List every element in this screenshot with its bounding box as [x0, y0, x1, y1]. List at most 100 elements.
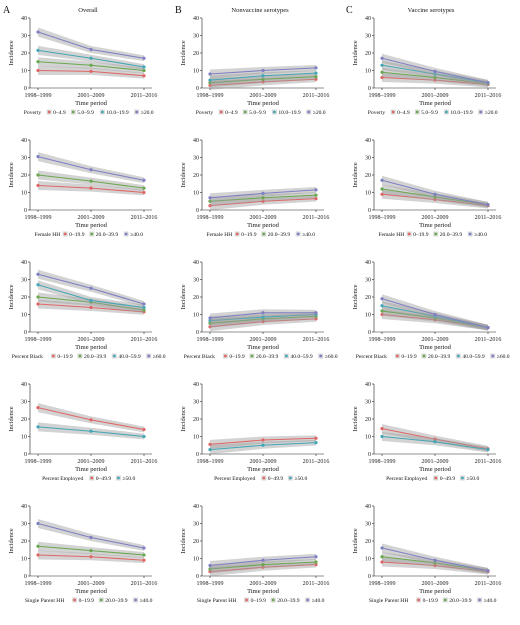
y-tick-label: 20 [365, 51, 371, 57]
data-point [380, 304, 384, 308]
data-point [36, 406, 40, 410]
data-point [433, 558, 437, 562]
data-point [261, 80, 265, 84]
x-tick-label: 2001–2009 [422, 459, 449, 465]
y-tick-label: 20 [21, 173, 27, 179]
legend-item-label: ≥40.0 [474, 232, 487, 238]
legend-item-label: 0–4.9 [225, 110, 238, 116]
data-point [314, 560, 318, 564]
data-point [380, 178, 384, 182]
x-tick-label: 1998–1999 [369, 459, 396, 465]
data-point [89, 168, 93, 172]
x-axis-title: Time period [247, 100, 279, 107]
data-point [261, 68, 265, 73]
data-point [433, 192, 437, 196]
x-tick-label: 2001–2009 [250, 459, 277, 465]
x-tick-label: 2011–2016 [475, 93, 502, 99]
x-axis-title: Time period [419, 588, 451, 595]
y-tick-label: 30 [193, 34, 199, 40]
x-tick-label: 1998–1999 [25, 459, 52, 465]
data-point [261, 74, 265, 78]
legend-key-dot [90, 232, 94, 236]
legend-title: Female HH [206, 232, 232, 238]
legend-item-label: ≥50.0 [122, 476, 135, 482]
x-tick-label: 2011–2016 [131, 93, 158, 99]
x-tick-label: 2011–2016 [303, 581, 330, 587]
legend-key-dot [147, 354, 151, 358]
x-tick-label: 2011–2016 [131, 459, 158, 465]
legend-item-label: 0–19.9 [57, 354, 73, 360]
data-point [433, 437, 437, 441]
data-point [314, 193, 318, 197]
legend-key-dot [434, 476, 438, 480]
legend-item-label: 5.0–9.9 [421, 110, 438, 116]
legend-key-dot [124, 232, 128, 236]
data-point [208, 196, 212, 200]
legend-item-label: 20.0–39.9 [428, 354, 451, 360]
legend-item-label: ≥20.0 [313, 110, 326, 116]
x-tick-label: 2001–2009 [78, 215, 105, 221]
legend-item-label: 0–49.9 [268, 476, 284, 482]
x-tick-label: 1998–1999 [197, 459, 224, 465]
x-tick-label: 2011–2016 [475, 337, 502, 343]
x-tick-label: 1998–1999 [369, 337, 396, 343]
legend-key-dot [262, 476, 266, 480]
legend-item-label: 5.0–9.9 [77, 110, 94, 116]
legend-key-dot [272, 110, 276, 114]
legend-key-dot [250, 354, 254, 358]
data-point [380, 75, 384, 80]
y-tick-label: 40 [365, 504, 371, 510]
y-tick-label: 0 [368, 574, 371, 580]
data-point [433, 312, 437, 317]
y-axis-title: Incidence [352, 40, 359, 65]
data-point [142, 190, 146, 195]
data-point [261, 319, 265, 324]
x-tick-label: 2011–2016 [131, 215, 158, 221]
x-tick-label: 1998–1999 [197, 215, 224, 221]
y-tick-label: 30 [365, 34, 371, 40]
y-tick-label: 20 [193, 539, 199, 545]
legend-key-dot [243, 110, 247, 114]
legend-item-label: ≥60.0 [497, 354, 510, 360]
y-tick-label: 0 [24, 452, 27, 458]
data-point [89, 47, 93, 52]
column-title: Overall [78, 7, 98, 14]
y-tick-label: 40 [193, 16, 199, 22]
legend-item-label: 20.0–39.9 [105, 598, 128, 604]
legend-item-label: ≥40.0 [302, 232, 315, 238]
data-point [36, 68, 40, 73]
legend-key-dot [78, 354, 82, 358]
y-tick-label: 10 [193, 557, 199, 563]
data-point [36, 521, 40, 526]
data-point [314, 66, 318, 70]
x-axis-title: Time period [247, 588, 279, 595]
y-tick-label: 20 [193, 295, 199, 301]
data-point [208, 448, 212, 452]
legend-key-dot [219, 110, 223, 114]
y-tick-label: 0 [368, 452, 371, 458]
legend-title: Female HH [34, 232, 60, 238]
x-axis-title: Time period [419, 344, 451, 351]
legend-key-dot [468, 232, 472, 236]
x-axis-title: Time period [75, 100, 107, 107]
data-point [142, 74, 146, 78]
y-tick-label: 0 [196, 330, 199, 336]
data-point [261, 191, 265, 195]
data-point [380, 312, 384, 317]
data-point [486, 569, 490, 573]
x-tick-label: 2001–2009 [422, 215, 449, 221]
legend-item-label: ≥60.0 [153, 354, 166, 360]
y-tick-label: 20 [193, 417, 199, 423]
x-axis-title: Time period [247, 344, 279, 351]
y-axis-title: Incidence [8, 528, 15, 553]
y-axis-title: Incidence [8, 284, 15, 309]
legend-key-dot [117, 476, 120, 480]
confidence-band [210, 439, 316, 455]
x-tick-label: 2001–2009 [422, 581, 449, 587]
y-tick-label: 0 [368, 86, 371, 92]
legend-title: Single Parent HH [197, 598, 236, 604]
x-tick-label: 2011–2016 [303, 215, 330, 221]
data-point [36, 173, 40, 177]
x-tick-label: 1998–1999 [197, 93, 224, 99]
